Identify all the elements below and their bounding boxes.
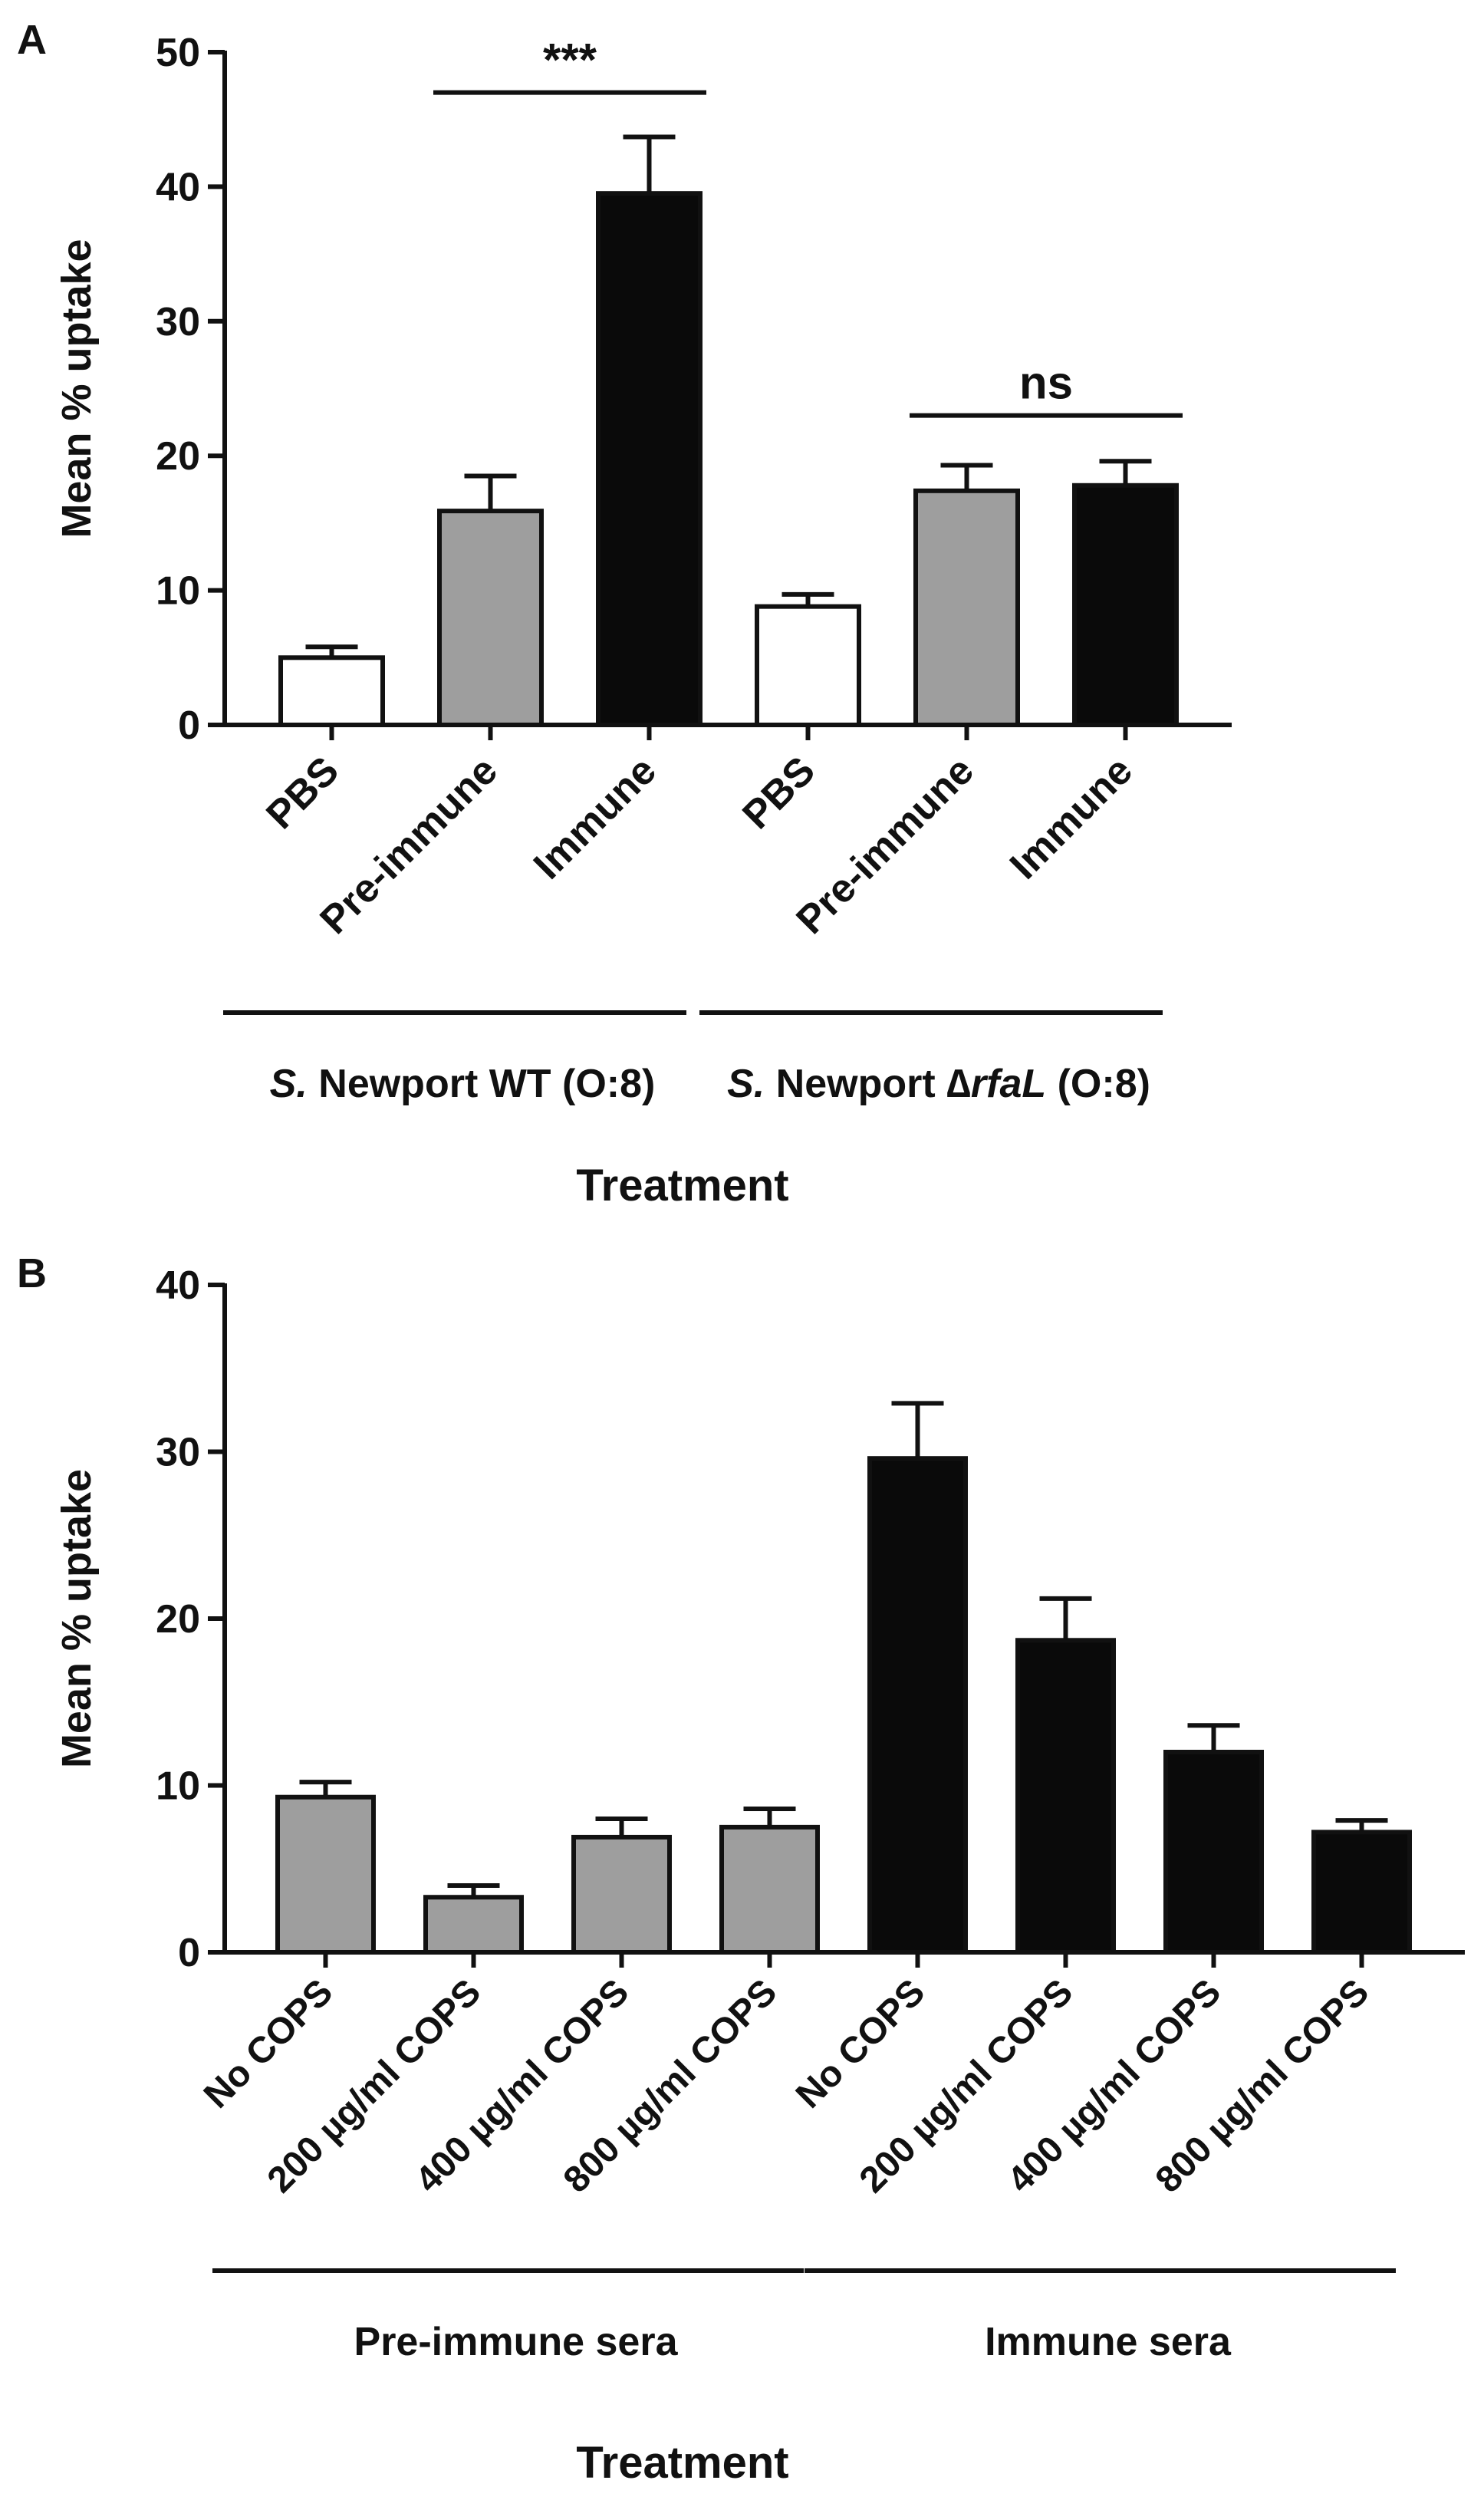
bar	[1311, 1830, 1412, 1955]
group-label-text: (O:8)	[1046, 1062, 1150, 1106]
y-axis-title: Mean % uptake	[54, 239, 100, 538]
bar	[423, 1895, 524, 1955]
group-label: Pre-immune sera	[354, 2320, 679, 2364]
bar	[275, 1794, 376, 1955]
bar	[719, 1824, 820, 1955]
y-tick-label: 30	[156, 300, 200, 344]
y-tick-label: 50	[156, 31, 200, 75]
group-label-text: Pre-immune sera	[354, 2320, 679, 2364]
group-label-italic: rfaL	[971, 1062, 1046, 1106]
x-tick-label: PBS	[258, 748, 347, 838]
y-tick-label: 30	[156, 1431, 200, 1475]
group-label-italic: S.	[727, 1062, 765, 1106]
y-tick-label: 0	[178, 703, 200, 748]
x-tick-label: PBS	[734, 748, 824, 838]
significance-label: ***	[543, 35, 597, 86]
bar	[278, 655, 385, 727]
bar	[755, 604, 861, 728]
group-label: S. Newport ∆rfaL (O:8)	[727, 1062, 1150, 1106]
x-tick-label: No COPS	[196, 1971, 341, 2116]
x-axis-title: Treatment	[576, 1161, 788, 1210]
y-tick-label: 10	[156, 1764, 200, 1809]
group-label-text: Immune sera	[985, 2320, 1232, 2364]
significance-label: ns	[1019, 357, 1073, 409]
x-tick-label: No COPS	[788, 1971, 933, 2116]
group-label-text: Newport WT (O:8)	[308, 1062, 656, 1106]
y-tick-label: 0	[178, 1931, 200, 1975]
bar	[1163, 1750, 1264, 1955]
bar	[867, 1456, 968, 1955]
y-tick-label: 40	[156, 1263, 200, 1308]
y-tick-label: 20	[156, 1597, 200, 1642]
y-axis-title: Mean % uptake	[54, 1469, 100, 1768]
group-label-text: Newport ∆	[765, 1062, 971, 1106]
bar	[437, 509, 544, 727]
bar	[1072, 483, 1179, 728]
y-tick-label: 10	[156, 569, 200, 614]
y-tick-label: 20	[156, 434, 200, 479]
group-label: Immune sera	[985, 2320, 1232, 2364]
panel-b-label: B	[17, 1250, 47, 1296]
x-tick-label: Immune	[525, 748, 665, 888]
bar	[913, 488, 1020, 728]
bar	[571, 1834, 672, 1955]
bar	[1015, 1638, 1116, 1955]
panel-a-label: A	[17, 17, 47, 63]
x-axis-title: Treatment	[576, 2438, 788, 2488]
group-label-italic: S.	[270, 1062, 308, 1106]
group-label: S. Newport WT (O:8)	[270, 1062, 656, 1106]
y-tick-label: 40	[156, 165, 200, 209]
x-tick-label: Immune	[1002, 748, 1141, 888]
bar	[596, 191, 703, 728]
